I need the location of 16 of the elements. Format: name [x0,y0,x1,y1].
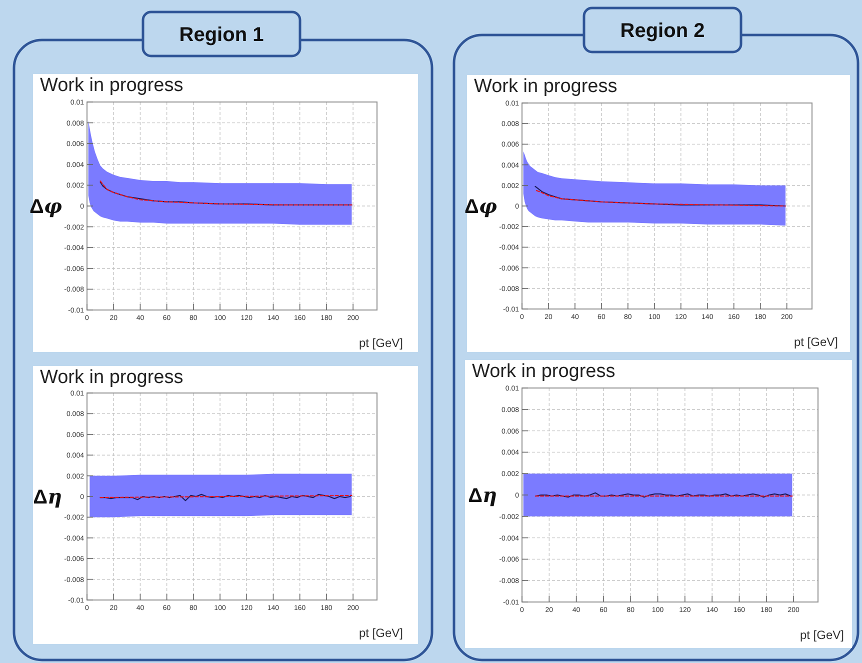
x-axis-title: pt [GeV] [800,628,844,642]
y-axis-title: Δφ [464,194,497,218]
y-axis-title: Δη [33,484,62,508]
chart-subtitle: Work in progress [40,367,184,388]
chart-subtitle: Work in progress [472,361,616,382]
x-axis-title: pt [GeV] [794,335,838,349]
line-series [534,186,786,207]
chart-title: Region 1 [179,24,264,46]
y-axis-title: Δη [468,483,497,507]
x-axis-title: pt [GeV] [358,626,403,640]
chart-subtitle: Work in progress [474,76,618,97]
chart-subtitle: Work in progress [40,75,184,96]
chart-title: Region 2 [620,20,705,42]
line-series [536,190,786,207]
y-axis-title: Δφ [30,194,62,218]
x-axis-title: pt [GeV] [358,336,403,350]
